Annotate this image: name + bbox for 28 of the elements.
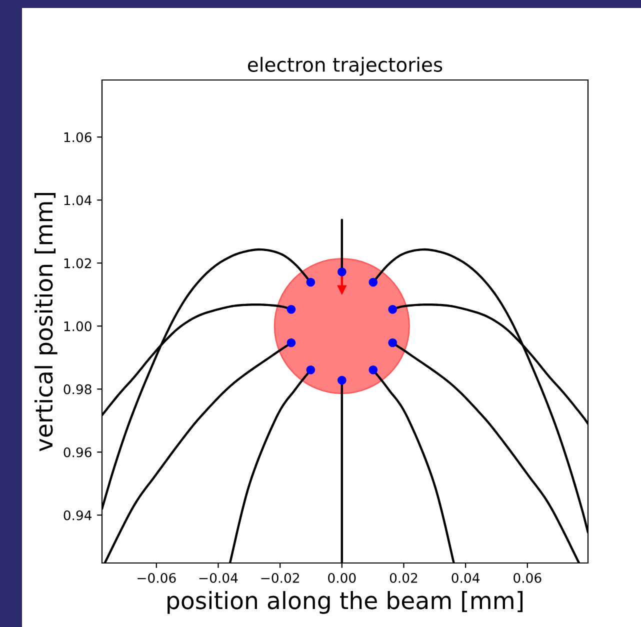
x-tick-label: 0.06: [514, 572, 542, 583]
y-axis-title: vertical position [mm]: [34, 193, 58, 452]
y-tick-label: 0.98: [64, 384, 92, 394]
chart-title: electron trajectories: [248, 56, 442, 76]
point: [338, 267, 346, 276]
y-tick-label: 0.94: [64, 510, 92, 520]
point: [306, 365, 316, 374]
x-tick-label: 0.04: [452, 572, 480, 583]
point: [368, 365, 378, 374]
point: [338, 376, 346, 385]
x-tick-label: −0.06: [138, 572, 176, 583]
point: [368, 278, 378, 287]
x-tick-label: −0.04: [199, 572, 238, 583]
y-tick-label: 1.02: [64, 258, 91, 268]
point: [306, 278, 316, 287]
point: [388, 338, 398, 348]
point: [286, 338, 296, 348]
x-tick-label: −0.02: [261, 572, 299, 583]
point: [337, 285, 347, 296]
y-tick-label: 1.06: [64, 132, 92, 142]
y-tick-label: 1.00: [64, 321, 92, 332]
x-axis-title: position along the beam [mm]: [168, 591, 523, 614]
x-tick-label: 0.02: [390, 572, 418, 583]
point: [388, 304, 398, 314]
point: [286, 304, 296, 314]
y-tick-label: 0.96: [64, 447, 92, 458]
y-tick-label: 1.04: [64, 195, 92, 206]
x-tick-label: 0.00: [328, 572, 356, 583]
